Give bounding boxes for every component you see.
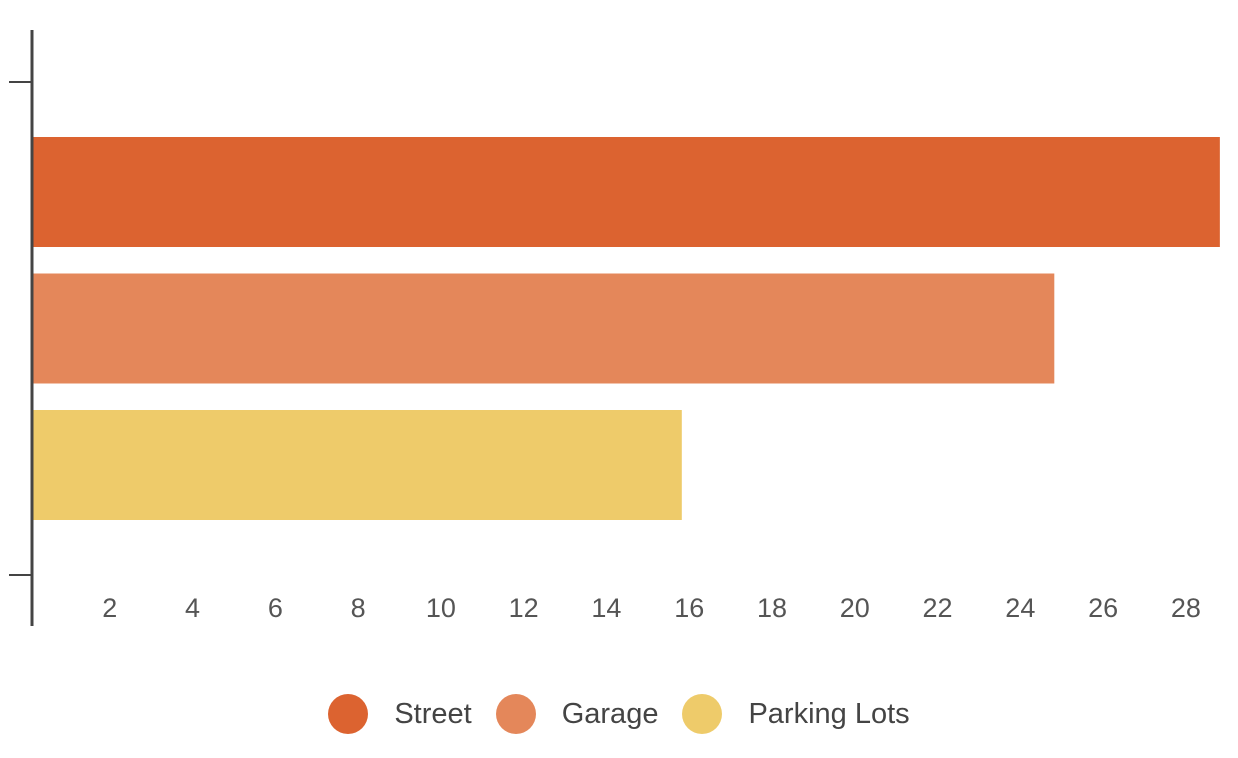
x-tick-label: 16 [674,593,704,623]
x-tick-label: 10 [426,593,456,623]
x-tick-label: 22 [923,593,953,623]
x-tick-label: 6 [268,593,283,623]
legend-label: Garage [561,697,659,730]
legend-label: Street [394,697,472,730]
x-tick-label: 8 [351,593,366,623]
bar-parking-lots [33,410,682,520]
legend-label: Parking Lots [748,697,910,730]
bar-street [33,137,1220,247]
x-tick-label: 28 [1171,593,1201,623]
legend-item: Street [328,694,472,734]
x-tick-label: 24 [1005,593,1035,623]
legend-item: Garage [495,694,659,734]
x-tick-label: 20 [840,593,870,623]
legend-swatch [682,694,723,734]
x-tick-label: 2 [102,593,117,623]
x-tick-label: 12 [509,593,539,623]
legend-item: Parking Lots [682,694,910,734]
x-tick-label: 14 [591,593,621,623]
bar-garage [33,273,1055,384]
x-tick-label: 18 [757,593,787,623]
x-tick-label: 26 [1088,593,1118,623]
x-tick-label: 4 [185,593,200,623]
legend-swatch [495,694,536,734]
legend-swatch [328,694,369,734]
legend: Street Garage Parking Lots [0,690,1238,738]
